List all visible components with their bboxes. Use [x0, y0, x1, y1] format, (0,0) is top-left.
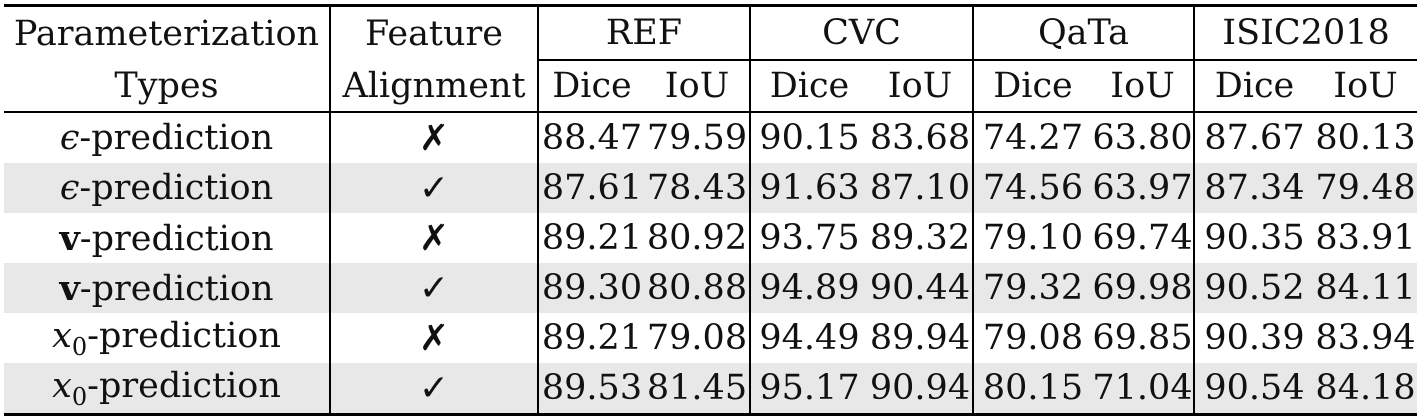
iou-value: 69.85 [1092, 313, 1195, 363]
feature-header-line2: Alignment [330, 60, 539, 112]
dice-value: 89.53 [538, 363, 645, 415]
dice-value: 95.17 [750, 363, 868, 415]
iou-value: 79.48 [1314, 163, 1418, 213]
iou-value: 80.13 [1314, 111, 1418, 163]
header-row-2: Types Alignment Dice IoU Dice IoU Dice I… [4, 60, 1417, 112]
dice-value: 74.27 [973, 111, 1092, 163]
dice-value: 79.10 [982, 218, 1084, 258]
cross-mark-icon: ✗ [330, 313, 539, 363]
parameterization-symbol: x [52, 365, 72, 406]
parameterization-suffix: -prediction [79, 168, 274, 208]
metric-header-dice: Dice [1214, 66, 1295, 106]
dice-value: 94.49 [759, 318, 860, 358]
dataset-header-qata: QaTa [973, 5, 1195, 61]
iou-value: 71.04 [1092, 363, 1195, 415]
iou-value: 89.94 [868, 313, 974, 363]
header-row-1: Parameterization Feature REF CVC QaTa IS… [4, 5, 1418, 61]
dataset-header-cvc: CVC [750, 5, 974, 61]
parameterization-symbol: ϵ [59, 168, 80, 208]
results-table: Parameterization Feature REF CVC QaTa IS… [4, 4, 1418, 416]
iou-value: 83.94 [1315, 318, 1416, 358]
parameterization-subscript: 0 [71, 382, 88, 411]
dice-value: 89.30 [538, 263, 645, 313]
iou-value: 89.32 [868, 213, 974, 263]
dataset-header-isic2018: ISIC2018 [1194, 5, 1418, 61]
parameterization-type-cell: v-prediction [4, 213, 331, 263]
iou-value: 69.98 [1092, 263, 1195, 313]
parameterization-suffix: -prediction [87, 315, 281, 356]
parameterization-symbol: x [52, 315, 72, 356]
table-row: ϵ-prediction ✓ 87.61 78.43 91.63 87.10 74.56 63… [4, 163, 1418, 213]
metric-header-dice: Dice [552, 66, 632, 106]
metric-header-dice: Dice [769, 66, 850, 106]
iou-value: 78.43 [645, 163, 751, 213]
dice-value: 94.89 [750, 263, 868, 313]
parameterization-suffix: -prediction [79, 118, 274, 158]
dice-value: 89.21 [541, 218, 643, 258]
parameterization-suffix: -prediction [87, 365, 281, 406]
iou-value: 79.59 [645, 111, 751, 163]
parameterization-symbol: v [59, 267, 80, 309]
iou-value: 80.88 [645, 263, 751, 313]
parameterization-type-cell: x0-prediction [4, 363, 331, 415]
iou-value: 84.18 [1314, 363, 1418, 415]
cross-mark-icon: ✗ [330, 213, 539, 263]
check-mark-icon: ✓ [330, 363, 539, 415]
param-header-line2: Types [4, 60, 331, 112]
dice-value: 87.61 [538, 163, 645, 213]
dice-value: 80.15 [973, 363, 1092, 415]
dice-value: 88.47 [538, 111, 645, 163]
iou-value: 79.08 [645, 313, 751, 363]
iou-value: 83.91 [1315, 218, 1416, 258]
parameterization-type-cell: x0-prediction [4, 313, 331, 363]
parameterization-suffix: -prediction [79, 268, 274, 309]
parameterization-type-cell: ϵ-prediction [4, 111, 331, 163]
parameterization-suffix: -prediction [79, 218, 274, 259]
metric-header-iou: IoU [1333, 66, 1398, 106]
feature-header-line1: Feature [330, 5, 539, 60]
iou-value: 90.94 [868, 363, 974, 415]
dataset-header-ref: REF [538, 5, 751, 61]
dice-value: 90.54 [1194, 363, 1314, 415]
iou-value: 63.97 [1092, 163, 1195, 213]
dice-value: 87.67 [1194, 111, 1314, 163]
iou-value: 81.45 [645, 363, 751, 415]
parameterization-type-cell: v-prediction [4, 263, 331, 313]
parameterization-symbol: ϵ [59, 118, 80, 158]
metric-header-dice: Dice [993, 66, 1073, 106]
iou-value: 87.10 [868, 163, 974, 213]
table-row: ϵ-prediction ✗ 88.47 79.59 90.15 83.68 74.27 63… [4, 111, 1418, 163]
dice-value: 90.52 [1194, 263, 1314, 313]
dice-value: 90.39 [1204, 318, 1305, 358]
iou-value: 63.80 [1092, 111, 1195, 163]
iou-value: 69.74 [1092, 213, 1195, 263]
check-mark-icon: ✓ [330, 163, 539, 213]
metric-header-iou: IoU [1092, 60, 1195, 112]
parameterization-subscript: 0 [71, 332, 88, 361]
parameterization-type-cell: ϵ-prediction [4, 163, 331, 213]
dice-value: 90.35 [1204, 218, 1305, 258]
iou-value: 90.44 [868, 263, 974, 313]
table-row: v-prediction ✗ 89.21 80.92 93.75 89.32 79.10 69… [4, 213, 1417, 263]
metric-header-iou: IoU [868, 60, 974, 112]
param-header-line1: Parameterization [4, 5, 331, 60]
table-row: x0-prediction ✗ 89.21 79.08 94.49 89.94 79.08 6… [4, 313, 1417, 363]
table-row: v-prediction ✓ 89.30 80.88 94.89 90.44 79.32 69… [4, 263, 1418, 313]
metric-header-iou: IoU [645, 60, 751, 112]
iou-value: 83.68 [868, 111, 974, 163]
dice-value: 90.15 [750, 111, 868, 163]
dice-value: 91.63 [750, 163, 868, 213]
dice-value: 87.34 [1194, 163, 1314, 213]
dice-value: 79.32 [973, 263, 1092, 313]
dice-value: 79.08 [982, 318, 1084, 358]
dice-value: 89.21 [541, 318, 643, 358]
check-mark-icon: ✓ [330, 263, 539, 313]
dice-value: 74.56 [973, 163, 1092, 213]
parameterization-symbol: v [59, 217, 80, 259]
iou-value: 80.92 [645, 213, 751, 263]
table-row: x0-prediction ✓ 89.53 81.45 95.17 90.94 80.15 7… [4, 363, 1418, 415]
iou-value: 84.11 [1314, 263, 1418, 313]
dice-value: 93.75 [759, 218, 860, 258]
cross-mark-icon: ✗ [330, 111, 539, 163]
